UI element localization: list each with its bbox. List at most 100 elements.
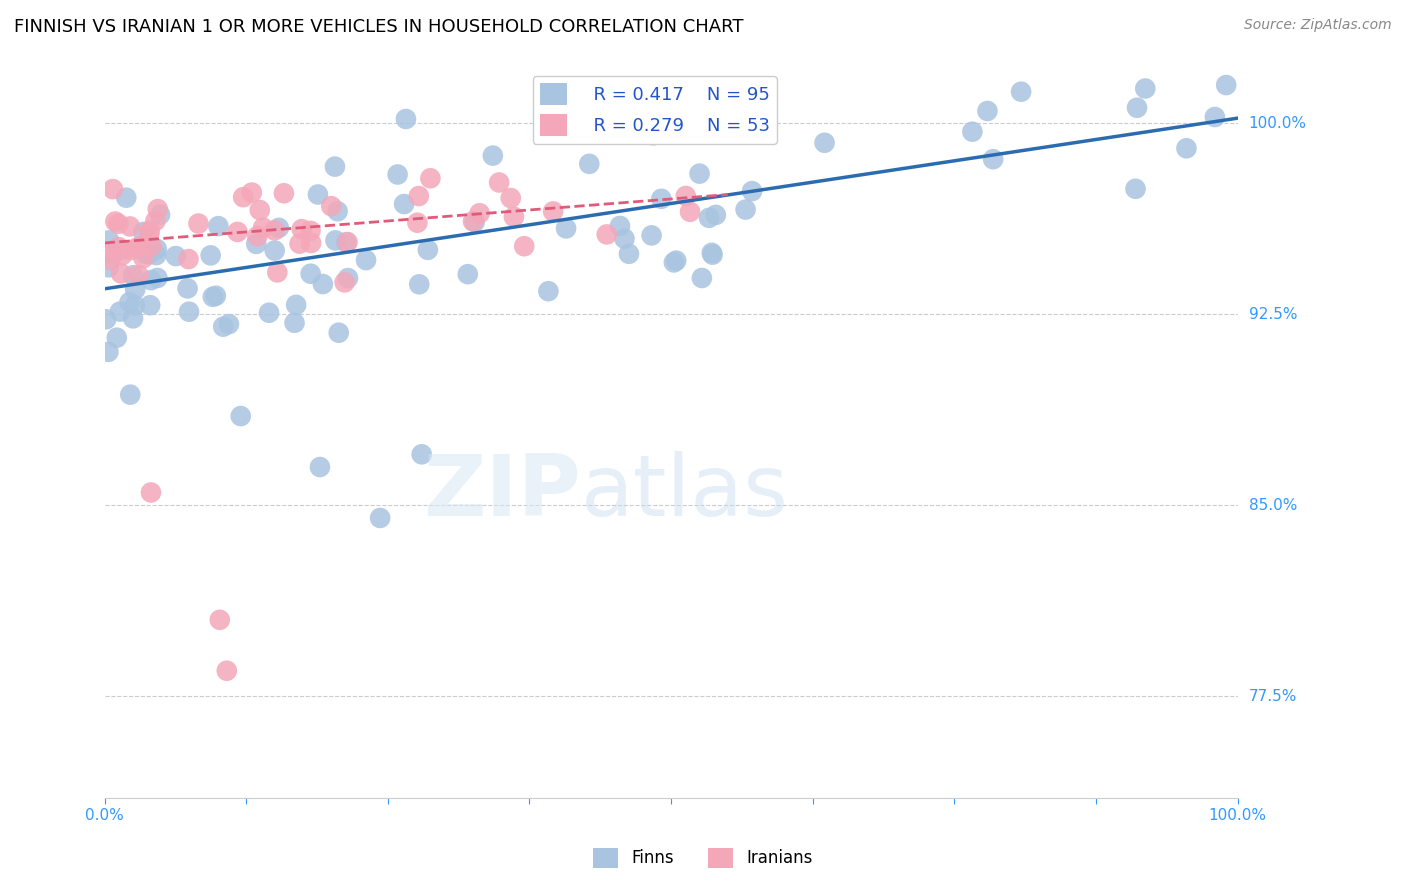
Point (177, 304, 200, 318)
Point (285, 298, 308, 312)
Point (299, 224, 322, 238)
Point (704, 208, 727, 222)
Point (176, 281, 198, 295)
Point (257, 306, 280, 320)
Point (1135, 81, 1157, 95)
Point (267, 220, 290, 235)
Point (513, 239, 536, 253)
Point (226, 225, 249, 239)
Point (555, 221, 578, 235)
Point (100, 252, 122, 267)
Point (813, 136, 835, 150)
Point (118, 295, 141, 310)
Point (104, 214, 127, 228)
Point (665, 253, 688, 268)
Point (419, 171, 441, 186)
Point (107, 240, 129, 254)
Point (200, 248, 222, 262)
Point (139, 298, 162, 312)
Point (149, 208, 172, 222)
Point (127, 268, 149, 282)
Legend: Finns, Iranians: Finns, Iranians (586, 841, 820, 875)
Point (138, 227, 160, 241)
Point (368, 511, 391, 525)
Point (468, 206, 491, 220)
Point (617, 247, 640, 261)
Point (675, 189, 697, 203)
Point (229, 409, 252, 423)
Point (146, 242, 169, 256)
Point (609, 219, 631, 233)
Point (132, 225, 155, 239)
Point (120, 387, 142, 401)
Point (734, 202, 756, 217)
Point (416, 243, 439, 257)
Point (273, 186, 295, 201)
Point (299, 235, 322, 250)
Point (650, 192, 672, 206)
Point (325, 234, 347, 248)
Point (115, 191, 138, 205)
Point (336, 271, 359, 285)
Point (408, 277, 430, 292)
Point (328, 326, 350, 340)
Point (1125, 182, 1147, 196)
Point (129, 239, 152, 253)
Point (98, 233, 121, 247)
Point (541, 204, 564, 219)
Point (145, 214, 167, 228)
Text: 100.0%: 100.0% (1249, 116, 1306, 131)
Text: atlas: atlas (581, 451, 789, 534)
Point (291, 222, 314, 236)
Point (643, 128, 665, 143)
Point (110, 243, 132, 257)
Point (578, 157, 600, 171)
Point (326, 204, 349, 219)
Point (111, 248, 134, 262)
Point (135, 246, 157, 260)
Point (108, 304, 131, 318)
Point (596, 227, 619, 242)
Point (97, 344, 120, 359)
Point (395, 112, 418, 126)
Point (482, 148, 505, 162)
Point (124, 299, 146, 313)
Point (962, 125, 984, 139)
Point (488, 176, 510, 190)
Point (1010, 85, 1032, 99)
Point (411, 447, 433, 461)
Point (406, 216, 429, 230)
Point (207, 219, 229, 234)
Point (263, 244, 285, 258)
Point (387, 168, 409, 182)
Text: FINNISH VS IRANIAN 1 OR MORE VEHICLES IN HOUSEHOLD CORRELATION CHART: FINNISH VS IRANIAN 1 OR MORE VEHICLES IN… (14, 18, 744, 36)
Point (201, 290, 224, 304)
Point (288, 236, 311, 251)
Point (1215, 78, 1237, 92)
Point (146, 271, 169, 285)
Point (218, 317, 240, 331)
Point (1126, 101, 1149, 115)
Point (97, 260, 120, 275)
Text: ZIP: ZIP (423, 451, 581, 534)
Point (249, 202, 271, 217)
Point (689, 167, 711, 181)
Point (309, 460, 332, 475)
Text: 77.5%: 77.5% (1249, 689, 1296, 704)
Point (246, 229, 269, 244)
Point (240, 186, 263, 200)
Point (145, 248, 167, 262)
Point (205, 289, 228, 303)
Point (138, 247, 160, 261)
Point (146, 202, 169, 216)
Point (98, 245, 121, 260)
Point (141, 239, 163, 253)
Point (208, 613, 231, 627)
Point (263, 223, 285, 237)
Point (336, 235, 359, 249)
Point (464, 215, 486, 229)
Point (127, 240, 149, 254)
Point (283, 316, 305, 330)
Point (139, 485, 162, 500)
Point (354, 253, 377, 268)
